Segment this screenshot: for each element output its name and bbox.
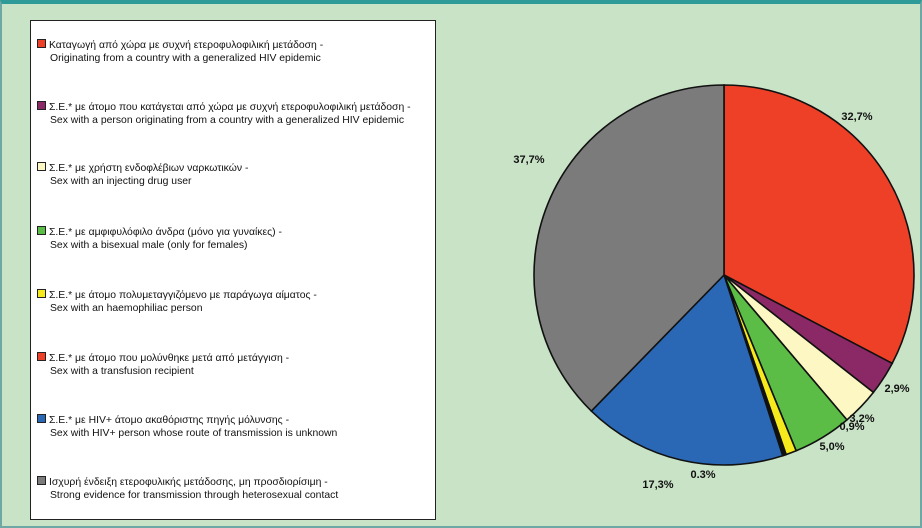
pie-data-labels: 32,7% 2,9% 3,2% 5,0% 0,9% 0.3% 17,3% 37,7% — [513, 111, 909, 491]
legend-label-english: Sex with HIV+ person whose route of tran… — [50, 428, 338, 439]
legend-swatch — [37, 476, 46, 485]
legend-label-greek: Σ.Ε.* με HIV+ άτομο ακαθόριστης πηγής μό… — [49, 415, 283, 426]
legend-item: Σ.Ε.* με άτομο που κατάγεται από χώρα με… — [37, 101, 433, 127]
legend-label-english: Strong evidence for transmission through… — [50, 490, 339, 501]
pie-data-label: 5,0% — [819, 441, 844, 453]
legend-label-english: Sex with an haemophiliac person — [50, 303, 203, 314]
legend-swatch — [37, 39, 46, 48]
pie-data-label: 0.3% — [690, 469, 715, 481]
legend-label-english: Sex with a person originating from a cou… — [50, 115, 405, 126]
legend-label-greek: Ισχυρή ένδειξη ετεροφυλικής μετάδοσης, μ… — [49, 477, 322, 488]
legend-item: Καταγωγή από χώρα με συχνή ετεροφυλοφιλι… — [37, 39, 433, 65]
legend-item: Σ.Ε.* με χρήστη ενδοφλέβιων ναρκωτικών -… — [37, 162, 433, 188]
legend-label-greek: Σ.Ε.* με αμφιφυλόφιλο άνδρα (μόνο για γυ… — [49, 227, 276, 238]
pie-data-label: 17,3% — [642, 479, 673, 491]
legend-label-greek: Σ.Ε.* με χρήστη ενδοφλέβιων ναρκωτικών — [49, 163, 243, 174]
pie-data-label: 0,9% — [839, 421, 864, 433]
legend-item: Σ.Ε.* με HIV+ άτομο ακαθόριστης πηγής μό… — [37, 414, 433, 440]
legend-label-english: Sex with a bisexual male (only for femal… — [50, 240, 248, 251]
legend-label-english: Originating from a country with a genera… — [50, 53, 321, 64]
legend-label-english: Sex with a transfusion recipient — [50, 366, 194, 377]
pie-slice — [590, 273, 784, 466]
pie-data-label: 32,7% — [841, 111, 872, 123]
legend-label-greek: Σ.Ε.* με άτομο που μολύνθηκε μετά από με… — [49, 353, 283, 364]
pie-slice — [723, 84, 915, 365]
pie-slice — [533, 84, 725, 413]
legend-item: Σ.Ε.* με άτομο πολυμεταγγιζόμενο με παρά… — [37, 289, 433, 315]
legend-swatch — [37, 352, 46, 361]
legend-swatch — [37, 162, 46, 171]
legend-swatch — [37, 289, 46, 298]
legend-label-greek: Σ.Ε.* με άτομο που κατάγεται από χώρα με… — [49, 102, 405, 113]
pie-data-label: 37,7% — [513, 154, 544, 166]
legend-swatch — [37, 414, 46, 423]
legend-label-english: Sex with an injecting drug user — [50, 176, 192, 187]
pie-data-label: 2,9% — [884, 383, 909, 395]
legend-item: Σ.Ε.* με αμφιφυλόφιλο άνδρα (μόνο για γυ… — [37, 226, 433, 252]
legend: Καταγωγή από χώρα με συχνή ετεροφυλοφιλι… — [30, 20, 436, 520]
legend-label-greek: Σ.Ε.* με άτομο πολυμεταγγιζόμενο με παρά… — [49, 290, 311, 301]
legend-swatch — [37, 226, 46, 235]
legend-item: Ισχυρή ένδειξη ετεροφυλικής μετάδοσης, μ… — [37, 476, 433, 502]
pie-slices — [533, 84, 915, 466]
legend-item: Σ.Ε.* με άτομο που μολύνθηκε μετά από με… — [37, 352, 433, 378]
pie-data-label: 3,2% — [849, 413, 874, 425]
legend-swatch — [37, 101, 46, 110]
legend-label-greek: Καταγωγή από χώρα με συχνή ετεροφυλοφιλι… — [49, 40, 317, 51]
